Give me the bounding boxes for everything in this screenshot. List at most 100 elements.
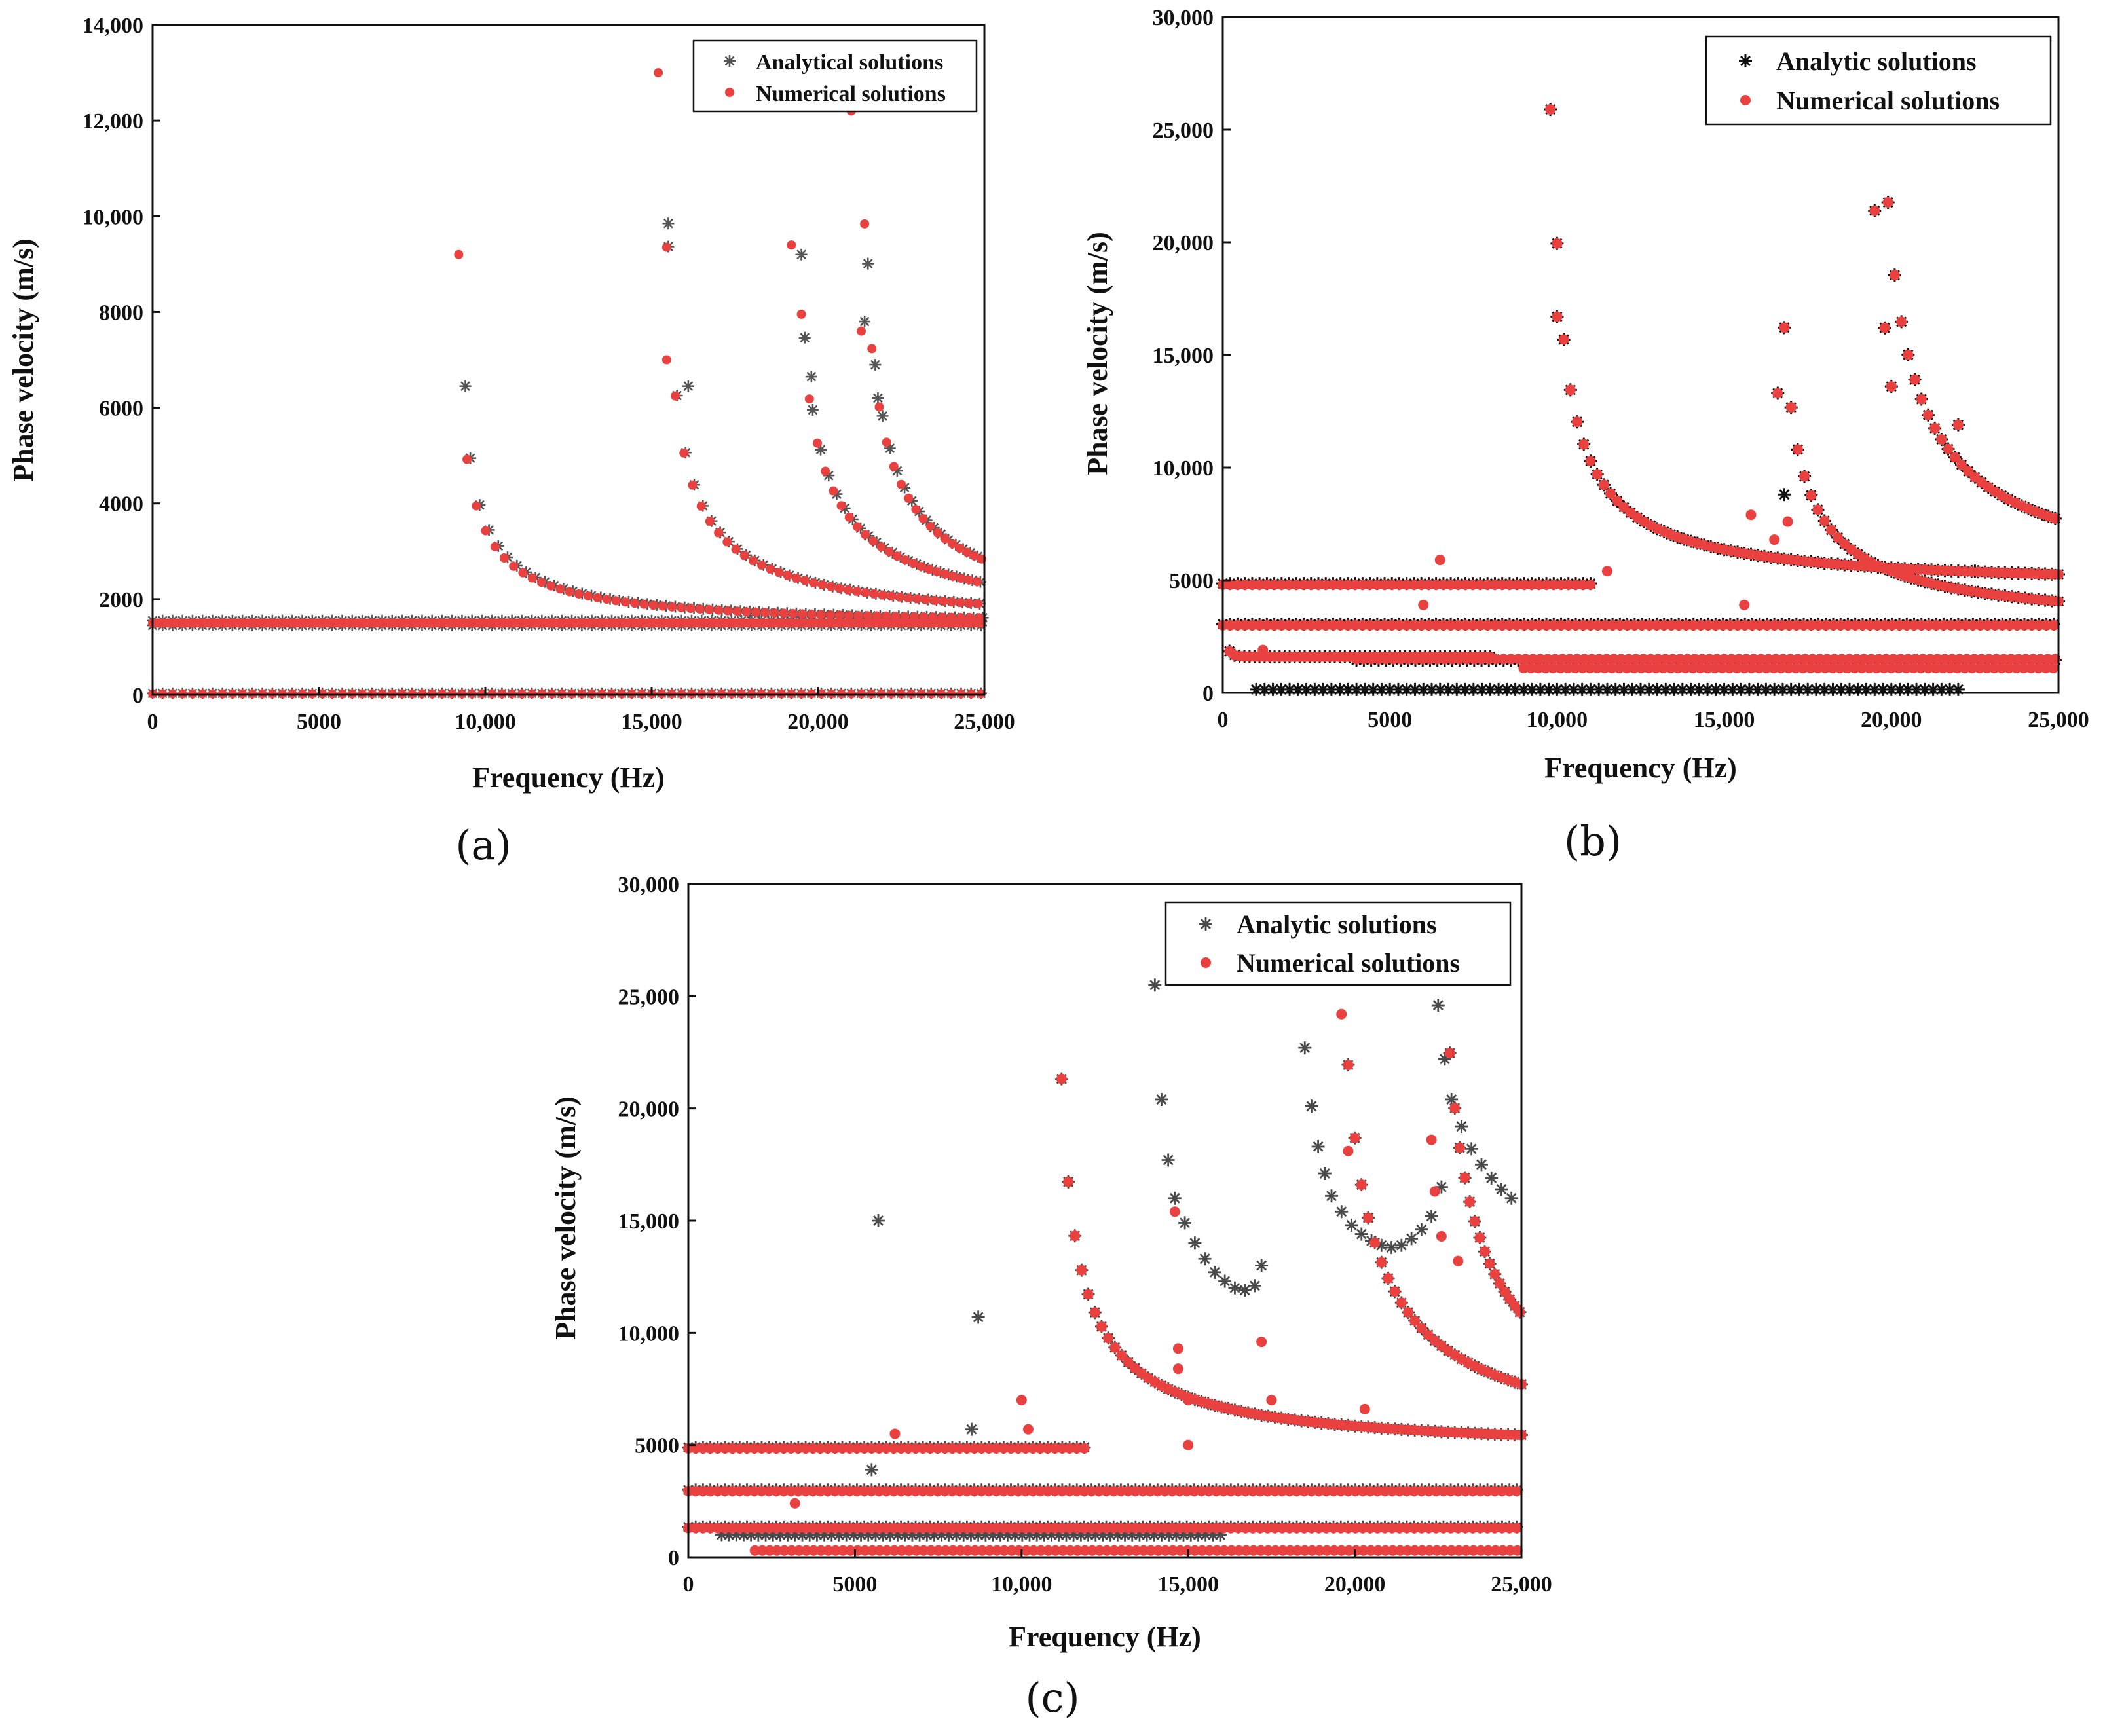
data-point-numerical	[1049, 1485, 1060, 1496]
data-point-numerical	[741, 1443, 753, 1454]
data-point-numerical	[976, 1523, 987, 1534]
data-point-numerical	[1886, 663, 1897, 674]
data-point-numerical	[1923, 619, 1934, 631]
data-point-numerical	[874, 1523, 885, 1534]
data-point-numerical	[1726, 654, 1737, 665]
data-point-numerical	[1299, 1523, 1310, 1534]
data-point-numerical	[1578, 579, 1589, 590]
data-point-numerical	[812, 438, 822, 448]
data-point-numerical	[1785, 402, 1797, 413]
data-point-numerical	[1888, 654, 1899, 665]
x-tick-label: 10,000	[455, 710, 516, 734]
data-point-analytic	[1494, 1181, 1509, 1197]
data-point-numerical	[751, 607, 761, 617]
data-point-numerical	[1364, 579, 1375, 590]
data-point-numerical	[698, 1523, 709, 1534]
data-point-numerical	[962, 1545, 973, 1556]
data-point-numerical	[1916, 394, 1927, 405]
data-point-numerical	[918, 1523, 929, 1534]
data-point-numerical	[911, 504, 921, 514]
data-point-numerical	[1328, 579, 1339, 590]
data-point-numerical	[1609, 654, 1620, 665]
data-point-numerical	[1550, 654, 1561, 665]
data-point-numerical	[1307, 1545, 1318, 1556]
data-point-numerical	[771, 1443, 782, 1454]
data-point-numerical	[779, 1545, 790, 1556]
data-point-numerical	[809, 578, 819, 588]
data-point-numerical	[932, 1523, 943, 1534]
data-point-numerical	[1094, 1545, 1105, 1556]
data-point-numerical	[796, 309, 806, 319]
data-point-numerical	[779, 608, 789, 618]
data-point-numerical	[1291, 619, 1302, 631]
data-point-numerical	[851, 1443, 863, 1454]
legend-c: Analytic solutions Numerical solutions	[1164, 901, 1512, 986]
data-point-analytic	[1344, 1217, 1359, 1233]
data-point-numerical	[1438, 1485, 1449, 1496]
data-point-numerical	[1460, 1485, 1471, 1496]
data-point-numerical	[1291, 579, 1302, 590]
data-point-numerical	[1394, 1523, 1405, 1534]
data-point-numerical	[1306, 1523, 1317, 1534]
data-point-numerical	[1028, 1443, 1039, 1454]
data-point-numerical	[815, 1485, 826, 1496]
data-point-numerical	[866, 1545, 878, 1556]
data-point-numerical	[1138, 1485, 1149, 1496]
data-point-numerical	[1526, 619, 1537, 631]
data-point-numerical	[253, 618, 263, 628]
data-point-numerical	[1298, 579, 1309, 590]
data-point-numerical	[202, 618, 212, 628]
data-point-numerical	[1833, 532, 1844, 543]
data-point-numerical	[1703, 619, 1714, 631]
data-point-numerical	[1438, 579, 1449, 590]
data-point-numerical	[829, 1485, 840, 1496]
data-point-numerical	[1166, 1485, 1178, 1496]
data-point-numerical	[1130, 1523, 1141, 1534]
data-point-numerical	[183, 618, 193, 628]
data-point-numerical	[734, 1523, 745, 1534]
data-point-numerical	[332, 618, 342, 628]
data-point-numerical	[1489, 579, 1500, 590]
data-point-numerical	[1593, 654, 1605, 665]
data-point-numerical	[756, 1485, 767, 1496]
data-point-numerical	[1130, 1545, 1142, 1556]
x-tick-label: 25,000	[954, 710, 1015, 734]
data-point-numerical	[2033, 663, 2044, 674]
data-point-numerical	[808, 1545, 819, 1556]
data-point-numerical	[1696, 654, 1707, 665]
data-point-numerical	[1798, 663, 1809, 674]
data-point-numerical	[1292, 1523, 1303, 1534]
data-point-numerical	[1284, 1485, 1295, 1496]
data-point-numerical	[844, 585, 853, 595]
data-point-numerical	[1577, 663, 1588, 674]
data-point-numerical	[686, 604, 696, 614]
data-point-numerical	[1429, 1186, 1440, 1197]
data-point-numerical	[884, 547, 894, 557]
data-point-analytic	[1474, 1156, 1489, 1172]
data-point-numerical	[1563, 579, 1574, 590]
data-point-numerical	[1254, 579, 1265, 590]
data-point-numerical	[866, 1485, 877, 1496]
data-point-numerical	[2018, 663, 2029, 674]
data-point-numerical	[1460, 579, 1471, 590]
data-point-numerical	[1233, 1523, 1244, 1534]
data-point-numerical	[1387, 1485, 1398, 1496]
data-point-numerical	[1541, 579, 1552, 590]
data-point-numerical	[1482, 1485, 1493, 1496]
data-point-numerical	[1895, 654, 1907, 665]
data-point-numerical	[998, 1443, 1009, 1454]
data-point-numerical	[312, 618, 322, 628]
data-point-numerical	[1474, 1485, 1485, 1496]
data-point-numerical	[1475, 579, 1486, 590]
data-point-numerical	[1276, 1523, 1288, 1534]
data-point-numerical	[1376, 1257, 1387, 1268]
data-point-numerical	[1335, 1485, 1347, 1496]
data-point-numerical	[661, 355, 671, 365]
data-point-numerical	[2011, 663, 2022, 674]
data-point-numerical	[462, 618, 472, 628]
data-point-numerical	[1504, 1545, 1516, 1556]
data-point-numerical	[1954, 654, 1965, 665]
data-point-numerical	[1079, 1485, 1090, 1496]
data-point-numerical	[1872, 619, 1883, 631]
